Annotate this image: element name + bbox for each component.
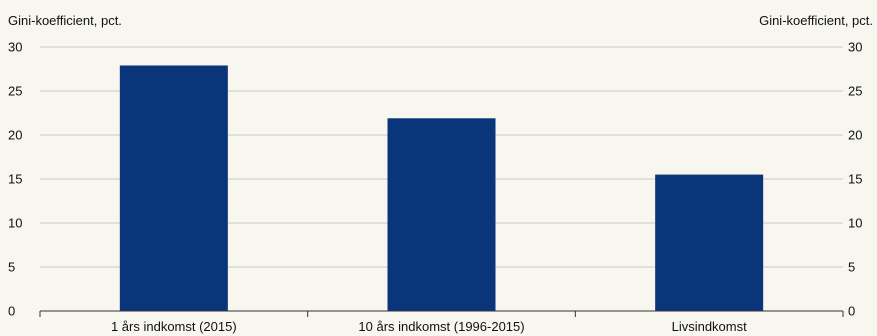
y-tick-left-label: 0 <box>8 304 15 319</box>
y-tick-left-label: 15 <box>8 172 22 187</box>
bar-1 <box>119 65 228 311</box>
y-axis-left-tick-labels: 0 5 10 15 20 25 30 <box>8 40 22 319</box>
y-axis-left-label: Gini-koefficient, pct. <box>8 13 122 28</box>
bar-3 <box>655 174 764 311</box>
category-label: 1 års indkomst (2015) <box>111 319 237 334</box>
y-tick-right-label: 30 <box>848 40 862 55</box>
y-tick-right-label: 0 <box>848 304 855 319</box>
category-label: 10 års indkomst (1996-2015) <box>358 319 524 334</box>
y-tick-left-label: 10 <box>8 216 22 231</box>
category-label: Livsindkomst <box>672 319 748 334</box>
y-tick-right-label: 20 <box>848 128 862 143</box>
y-tick-left-label: 5 <box>8 260 15 275</box>
y-tick-left-label: 30 <box>8 40 22 55</box>
y-tick-right-label: 10 <box>848 216 862 231</box>
y-axis-right-tick-labels: 0 5 10 15 20 25 30 <box>848 40 862 319</box>
y-tick-left-label: 25 <box>8 84 22 99</box>
y-tick-right-label: 5 <box>848 260 855 275</box>
bars <box>119 65 764 311</box>
category-labels: 1 års indkomst (2015) 10 års indkomst (19… <box>111 319 747 334</box>
y-tick-left-label: 20 <box>8 128 22 143</box>
y-tick-right-label: 25 <box>848 84 862 99</box>
bar-2 <box>387 118 496 311</box>
y-tick-right-label: 15 <box>848 172 862 187</box>
x-axis-ticks <box>39 311 844 317</box>
y-axis-right-label: Gini-koefficient, pct. <box>759 13 873 28</box>
